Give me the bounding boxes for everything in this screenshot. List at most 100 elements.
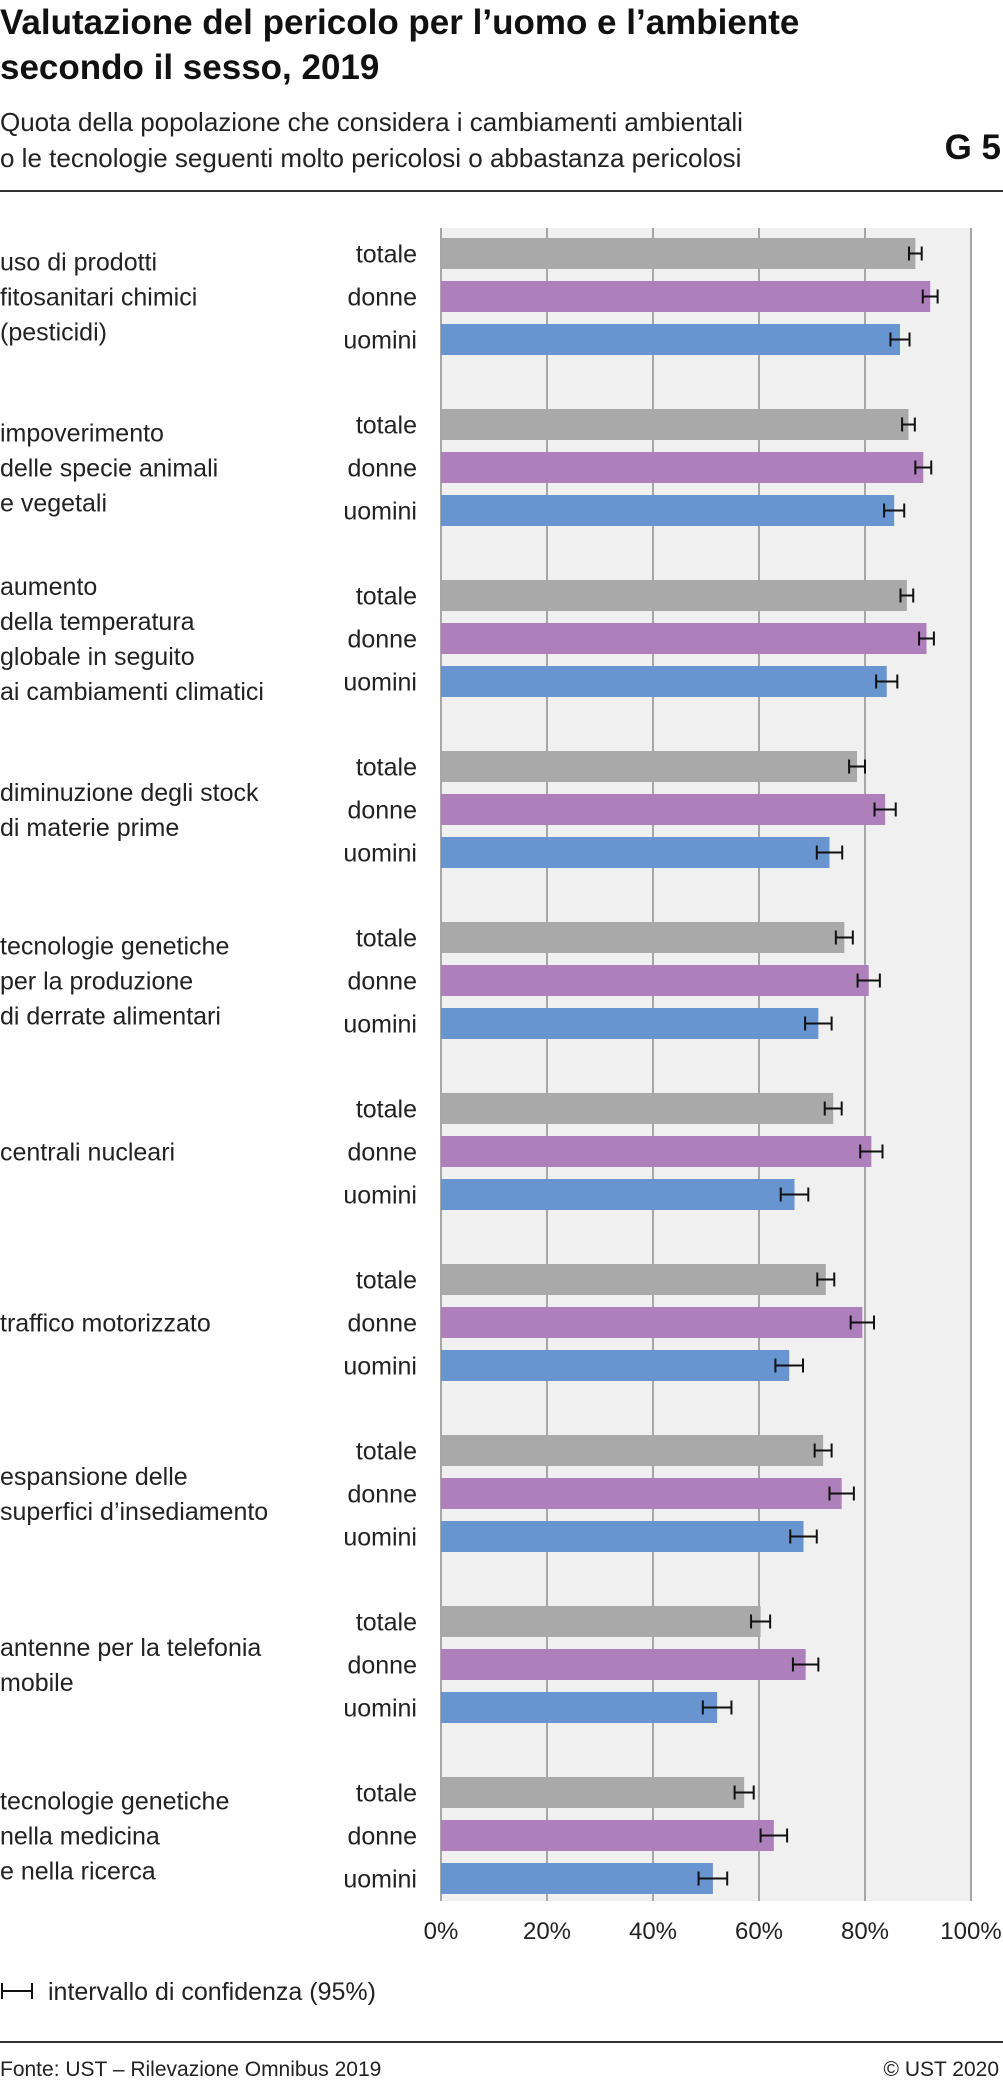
- series-row-label: totale: [356, 1609, 417, 1637]
- category-label: nella medicina: [0, 1823, 160, 1851]
- footer-divider: [0, 2041, 1003, 2043]
- category-label: e vegetali: [0, 490, 107, 518]
- category-label: fitosanitari chimici: [0, 284, 197, 312]
- category-label: per la produzione: [0, 968, 193, 996]
- bar-totale: [441, 751, 858, 782]
- source-note: Fonte: UST – Rilevazione Omnibus 2019: [0, 2058, 382, 2081]
- series-row-label: uomini: [343, 669, 417, 697]
- bar-donne: [441, 1478, 842, 1509]
- bar-uomini: [441, 1692, 718, 1723]
- x-tick-label: 100%: [940, 1918, 1001, 1945]
- series-row-label: totale: [356, 583, 417, 611]
- bar-donne: [441, 1136, 872, 1167]
- series-row-label: donne: [347, 797, 417, 825]
- category-label: di materie prime: [0, 814, 179, 842]
- bar-totale: [441, 580, 907, 611]
- bar-totale: [441, 1435, 824, 1466]
- bar-donne: [441, 1820, 774, 1851]
- category-label: della temperatura: [0, 608, 195, 636]
- chart-title-line-1: Valutazione del pericolo per l’uomo e l’…: [0, 3, 800, 42]
- category-label: uso di prodotti: [0, 249, 157, 277]
- category-label: traffico motorizzato: [0, 1310, 211, 1338]
- series-row-label: uomini: [343, 840, 417, 868]
- bar-uomini: [441, 324, 900, 355]
- series-row-label: totale: [356, 754, 417, 782]
- bar-donne: [441, 794, 886, 825]
- series-row-label: donne: [347, 1310, 417, 1338]
- x-tick-label: 20%: [523, 1918, 571, 1945]
- bar-donne: [441, 1649, 806, 1680]
- header-divider: [0, 190, 1003, 192]
- legend-ci-label: intervallo di confidenza (95%): [48, 1978, 376, 2006]
- series-row-label: donne: [347, 455, 417, 483]
- series-row-label: donne: [347, 1652, 417, 1680]
- series-row-label: uomini: [343, 1353, 417, 1381]
- category-label: espansione delle: [0, 1463, 188, 1491]
- category-label: e nella ricerca: [0, 1858, 156, 1886]
- series-row-label: uomini: [343, 1866, 417, 1894]
- series-row-label: totale: [356, 925, 417, 953]
- bar-donne: [441, 965, 869, 996]
- category-label: aumento: [0, 573, 97, 601]
- bar-totale: [441, 1264, 826, 1295]
- series-row-label: uomini: [343, 1182, 417, 1210]
- series-row-label: uomini: [343, 327, 417, 355]
- bar-uomini: [441, 1863, 713, 1894]
- chart-subtitle-line-2: o le tecnologie seguenti molto pericolos…: [0, 143, 742, 173]
- bar-donne: [441, 1307, 863, 1338]
- category-label: mobile: [0, 1669, 74, 1697]
- category-label: centrali nucleari: [0, 1139, 175, 1167]
- bar-totale: [441, 1093, 834, 1124]
- bar-chart: 0% 20% 40% 60% 80% 100% uso di prodotti fitosan…: [0, 228, 1002, 2006]
- series-row-label: donne: [347, 1139, 417, 1167]
- x-tick-label: 0%: [424, 1918, 459, 1945]
- series-row-label: uomini: [343, 498, 417, 526]
- x-tick-label: 80%: [841, 1918, 889, 1945]
- category-label: tecnologie genetiche: [0, 933, 229, 961]
- category-label: delle specie animali: [0, 455, 218, 483]
- chart-subtitle: Quota della popolazione che considera i …: [0, 104, 900, 176]
- series-row-label: totale: [356, 1096, 417, 1124]
- category-label: (pesticidi): [0, 319, 107, 347]
- category-label: di derrate alimentari: [0, 1003, 221, 1031]
- series-row-label: totale: [356, 1438, 417, 1466]
- series-row-label: donne: [347, 1481, 417, 1509]
- category-label: ai cambiamenti climatici: [0, 678, 264, 706]
- category-label: tecnologie genetiche: [0, 1788, 229, 1816]
- bar-uomini: [441, 1521, 804, 1552]
- copyright-note: © UST 2020: [883, 2058, 999, 2081]
- series-row-label: donne: [347, 626, 417, 654]
- bar-totale: [441, 922, 845, 953]
- series-row-label: uomini: [343, 1695, 417, 1723]
- bar-totale: [441, 1777, 745, 1808]
- bar-totale: [441, 238, 916, 269]
- x-tick-label: 60%: [735, 1918, 783, 1945]
- bar-uomini: [441, 1179, 795, 1210]
- bar-uomini: [441, 1350, 790, 1381]
- category-label: antenne per la telefonia: [0, 1634, 261, 1662]
- series-row-label: donne: [347, 284, 417, 312]
- bar-uomini: [441, 495, 895, 526]
- category-label: globale in seguito: [0, 643, 195, 671]
- series-row-label: uomini: [343, 1011, 417, 1039]
- chart-title: Valutazione del pericolo per l’uomo e l’…: [0, 0, 900, 90]
- series-row-label: totale: [356, 241, 417, 269]
- bar-donne: [441, 281, 931, 312]
- series-row-label: uomini: [343, 1524, 417, 1552]
- series-row-label: totale: [356, 1780, 417, 1808]
- bar-totale: [441, 409, 909, 440]
- series-row-label: donne: [347, 1823, 417, 1851]
- series-row-label: totale: [356, 1267, 417, 1295]
- bar-uomini: [441, 837, 830, 868]
- series-row-label: donne: [347, 968, 417, 996]
- bar-donne: [441, 452, 924, 483]
- chart-subtitle-line-1: Quota della popolazione che considera i …: [0, 107, 743, 137]
- graph-code: G 5: [944, 128, 1001, 167]
- bar-uomini: [441, 666, 887, 697]
- series-row-label: totale: [356, 412, 417, 440]
- x-tick-label: 40%: [629, 1918, 677, 1945]
- category-label: impoverimento: [0, 420, 164, 448]
- bar-donne: [441, 623, 927, 654]
- bar-uomini: [441, 1008, 819, 1039]
- category-label: superfici d’insediamento: [0, 1498, 268, 1526]
